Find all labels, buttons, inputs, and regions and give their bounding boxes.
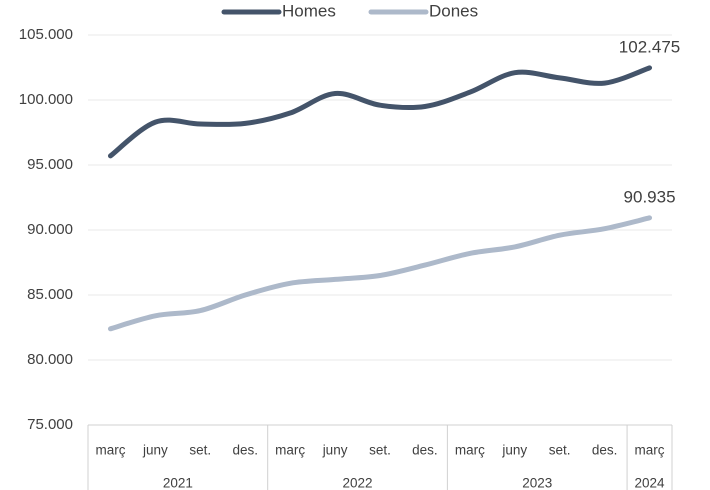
- x-tick-label: juny: [501, 443, 527, 458]
- legend-label: Homes: [282, 1, 336, 20]
- x-tick-label: març: [275, 443, 305, 458]
- y-tick-label: 90.000: [27, 221, 73, 238]
- line-series: [107, 215, 653, 332]
- y-tick-label: 85.000: [27, 286, 73, 303]
- x-group-label: 2021: [163, 476, 193, 490]
- y-tick-label: 100.000: [19, 91, 73, 108]
- y-tick-label: 80.000: [27, 351, 73, 368]
- x-tick-label: juny: [322, 443, 348, 458]
- x-group-label: 2023: [522, 476, 552, 490]
- y-tick-label: 75.000: [27, 416, 73, 433]
- x-group-label: 2022: [343, 476, 373, 490]
- x-tick-label: març: [455, 443, 485, 458]
- x-tick-label: des.: [412, 443, 438, 458]
- x-tick-label: set.: [549, 443, 571, 458]
- x-tick-label: des.: [232, 443, 258, 458]
- y-tick-label: 105.000: [19, 26, 73, 43]
- x-tick-label: set.: [369, 443, 391, 458]
- data-label: 90.935: [624, 187, 676, 206]
- data-label: 102.475: [619, 37, 680, 56]
- x-tick-label: juny: [142, 443, 168, 458]
- x-tick-label: set.: [189, 443, 211, 458]
- x-tick-label: des.: [592, 443, 618, 458]
- x-tick-label: març: [635, 443, 665, 458]
- y-tick-label: 95.000: [27, 156, 73, 173]
- x-tick-label: març: [95, 443, 125, 458]
- line-series: [107, 65, 653, 159]
- legend-label: Dones: [429, 1, 478, 20]
- x-group-label: 2024: [635, 476, 666, 490]
